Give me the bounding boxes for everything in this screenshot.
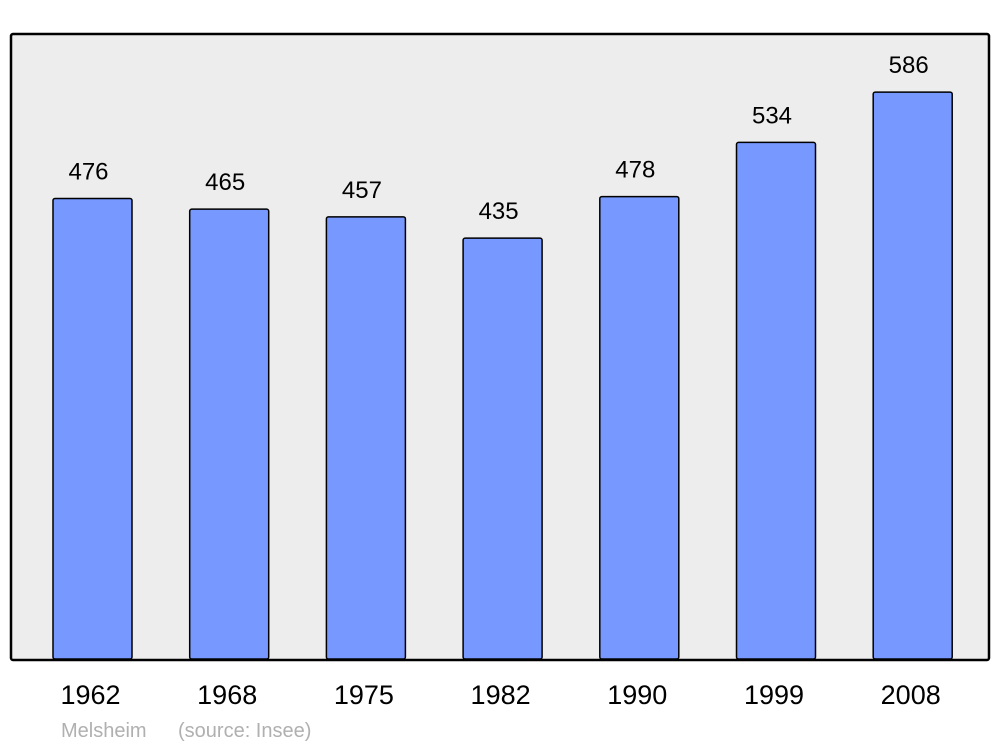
data-label-1990: 478 — [615, 157, 655, 184]
bar-1982 — [462, 237, 543, 660]
bar-1968 — [188, 208, 270, 660]
x-tick-label-1975: 1975 — [334, 680, 394, 710]
data-label-1982: 435 — [479, 198, 519, 225]
data-label-1962: 476 — [68, 158, 108, 185]
x-tick-label-1982: 1982 — [471, 680, 531, 710]
bar-1975 — [325, 216, 407, 660]
bar-1990 — [599, 195, 680, 660]
x-tick-label-1990: 1990 — [607, 680, 667, 710]
bar-1962 — [52, 197, 133, 660]
bar-2008 — [872, 91, 953, 660]
data-label-1968: 465 — [205, 169, 245, 196]
x-tick-label-1999: 1999 — [744, 680, 804, 710]
data-label-1975: 457 — [342, 177, 382, 204]
x-tick-label-1968: 1968 — [197, 680, 257, 710]
x-tick-label-2008: 2008 — [881, 680, 941, 710]
footer-source: (source: Insee) — [178, 720, 311, 742]
data-label-2008: 586 — [889, 52, 929, 79]
data-label-1999: 534 — [752, 102, 792, 129]
footer-place: Melsheim — [61, 720, 147, 742]
x-tick-label-1962: 1962 — [60, 680, 120, 710]
bar-1999 — [735, 141, 817, 660]
